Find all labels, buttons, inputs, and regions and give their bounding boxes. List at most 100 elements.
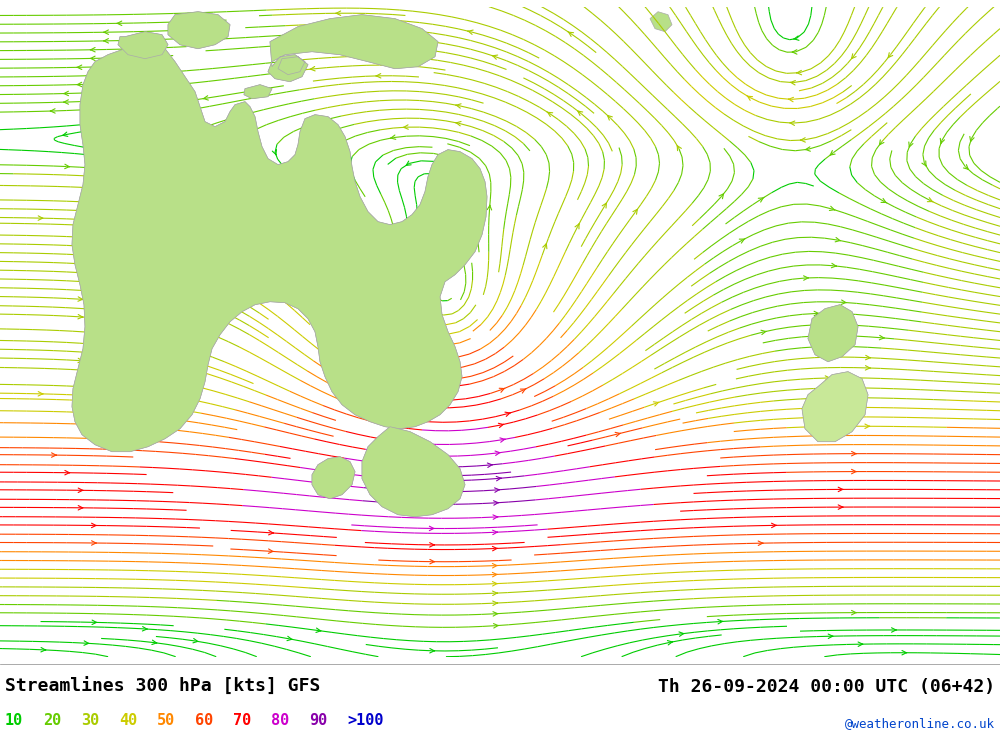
Polygon shape [362, 427, 465, 517]
FancyArrowPatch shape [492, 55, 498, 59]
FancyArrowPatch shape [719, 194, 724, 199]
FancyArrowPatch shape [346, 357, 352, 362]
FancyArrowPatch shape [505, 412, 510, 416]
FancyArrowPatch shape [852, 54, 856, 59]
Text: Th 26-09-2024 00:00 UTC (06+42): Th 26-09-2024 00:00 UTC (06+42) [658, 678, 995, 696]
FancyArrowPatch shape [169, 361, 174, 366]
Polygon shape [312, 457, 355, 498]
FancyArrowPatch shape [493, 515, 498, 520]
Text: 70: 70 [233, 713, 251, 728]
Polygon shape [268, 15, 438, 81]
Polygon shape [808, 305, 858, 361]
FancyArrowPatch shape [835, 237, 840, 242]
FancyArrowPatch shape [608, 116, 612, 120]
FancyArrowPatch shape [92, 620, 97, 625]
FancyArrowPatch shape [50, 108, 55, 113]
FancyArrowPatch shape [78, 488, 83, 493]
FancyArrowPatch shape [865, 366, 870, 370]
FancyArrowPatch shape [499, 388, 505, 392]
Polygon shape [72, 45, 487, 452]
FancyArrowPatch shape [888, 53, 893, 58]
Polygon shape [802, 372, 868, 442]
FancyArrowPatch shape [718, 619, 723, 624]
FancyArrowPatch shape [52, 453, 56, 457]
FancyArrowPatch shape [841, 300, 846, 304]
Polygon shape [650, 12, 672, 32]
FancyArrowPatch shape [653, 402, 659, 406]
FancyArrowPatch shape [193, 638, 198, 643]
FancyArrowPatch shape [322, 22, 327, 26]
FancyArrowPatch shape [892, 627, 896, 632]
FancyArrowPatch shape [65, 164, 70, 169]
FancyArrowPatch shape [130, 284, 136, 288]
FancyArrowPatch shape [487, 463, 492, 468]
FancyArrowPatch shape [865, 424, 870, 429]
FancyArrowPatch shape [793, 36, 799, 40]
Text: 50: 50 [157, 713, 175, 728]
FancyArrowPatch shape [456, 104, 461, 108]
FancyArrowPatch shape [829, 206, 835, 210]
FancyArrowPatch shape [667, 641, 673, 645]
FancyArrowPatch shape [575, 224, 579, 229]
FancyArrowPatch shape [830, 150, 835, 155]
FancyArrowPatch shape [390, 45, 395, 49]
FancyArrowPatch shape [496, 476, 501, 481]
FancyArrowPatch shape [295, 42, 300, 46]
FancyArrowPatch shape [487, 205, 492, 210]
Polygon shape [244, 85, 272, 99]
FancyArrowPatch shape [879, 140, 884, 145]
Polygon shape [118, 32, 168, 59]
FancyArrowPatch shape [269, 531, 274, 535]
FancyArrowPatch shape [90, 56, 95, 61]
FancyArrowPatch shape [838, 505, 843, 509]
FancyArrowPatch shape [456, 122, 461, 126]
FancyArrowPatch shape [825, 376, 830, 380]
FancyArrowPatch shape [430, 474, 434, 478]
FancyArrowPatch shape [963, 165, 968, 169]
FancyArrowPatch shape [78, 297, 83, 301]
FancyArrowPatch shape [38, 391, 43, 396]
FancyArrowPatch shape [747, 95, 753, 100]
FancyArrowPatch shape [543, 243, 547, 248]
Text: Streamlines 300 hPa [kts] GFS: Streamlines 300 hPa [kts] GFS [5, 678, 320, 696]
FancyArrowPatch shape [758, 541, 763, 545]
FancyArrowPatch shape [633, 210, 637, 214]
FancyArrowPatch shape [772, 523, 776, 528]
FancyArrowPatch shape [805, 147, 810, 151]
FancyArrowPatch shape [493, 611, 498, 616]
FancyArrowPatch shape [469, 172, 473, 177]
Polygon shape [802, 372, 868, 442]
FancyArrowPatch shape [78, 314, 83, 319]
FancyArrowPatch shape [940, 139, 944, 144]
FancyArrowPatch shape [492, 581, 497, 586]
FancyArrowPatch shape [429, 526, 434, 531]
FancyArrowPatch shape [493, 601, 498, 605]
Text: 40: 40 [119, 713, 137, 728]
Polygon shape [244, 85, 272, 99]
FancyArrowPatch shape [430, 559, 435, 564]
FancyArrowPatch shape [500, 438, 505, 442]
FancyArrowPatch shape [349, 335, 354, 339]
FancyArrowPatch shape [182, 185, 188, 189]
FancyArrowPatch shape [602, 203, 606, 208]
FancyArrowPatch shape [204, 311, 209, 315]
FancyArrowPatch shape [547, 111, 553, 117]
FancyArrowPatch shape [64, 100, 68, 104]
FancyArrowPatch shape [498, 423, 504, 427]
FancyArrowPatch shape [309, 32, 314, 36]
FancyArrowPatch shape [492, 572, 497, 577]
FancyArrowPatch shape [825, 433, 830, 438]
FancyArrowPatch shape [406, 161, 411, 166]
FancyArrowPatch shape [568, 32, 574, 37]
FancyArrowPatch shape [460, 254, 464, 259]
FancyArrowPatch shape [77, 65, 82, 70]
Text: 10: 10 [5, 713, 23, 728]
FancyArrowPatch shape [390, 135, 396, 139]
FancyArrowPatch shape [64, 91, 68, 96]
FancyArrowPatch shape [268, 549, 273, 553]
FancyArrowPatch shape [78, 506, 83, 510]
FancyArrowPatch shape [814, 312, 819, 316]
FancyArrowPatch shape [78, 243, 83, 248]
FancyArrowPatch shape [104, 30, 108, 34]
Text: >100: >100 [347, 713, 384, 728]
